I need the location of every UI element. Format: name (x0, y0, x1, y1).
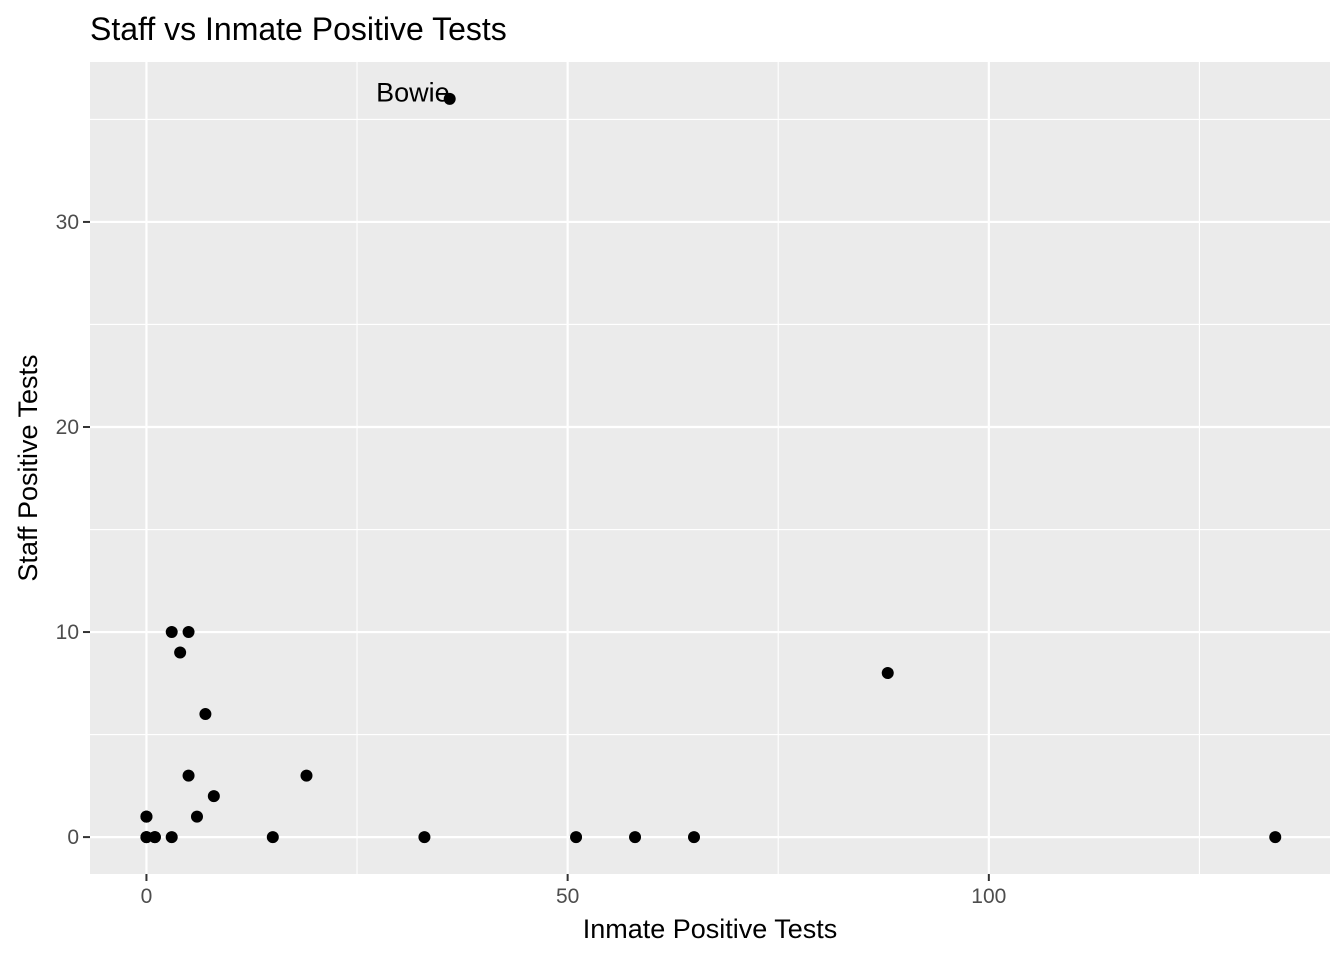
data-point (629, 831, 642, 844)
data-points (140, 92, 1282, 844)
data-point (165, 626, 178, 639)
y-tick-label: 10 (56, 621, 79, 644)
data-point (207, 790, 220, 803)
data-point (199, 708, 212, 721)
data-point (687, 831, 700, 844)
plot-panel (90, 62, 1330, 874)
point-annotation: Bowie (376, 78, 450, 108)
data-point (190, 810, 203, 823)
data-point (570, 831, 583, 844)
y-axis-title: Staff Positive Tests (13, 354, 43, 581)
annotations: Bowie (376, 78, 450, 108)
data-point (148, 831, 161, 844)
data-point (165, 831, 178, 844)
data-point (1269, 831, 1282, 844)
y-tick-label: 30 (56, 211, 79, 234)
data-point (881, 667, 894, 680)
y-tick-label: 0 (67, 826, 79, 849)
axes: 0 50 100 0 10 20 30 (56, 211, 1007, 908)
y-tick-label: 20 (56, 416, 79, 439)
chart-title: Staff vs Inmate Positive Tests (90, 11, 507, 47)
data-point (140, 831, 153, 844)
data-point (418, 831, 431, 844)
data-point (182, 626, 195, 639)
data-point (266, 831, 279, 844)
data-point (140, 810, 153, 823)
x-tick-label: 100 (971, 885, 1006, 908)
x-axis-title: Inmate Positive Tests (583, 914, 838, 944)
grid-lines (90, 62, 1330, 874)
data-point (182, 769, 195, 782)
data-point (174, 646, 187, 659)
x-tick-label: 0 (141, 885, 153, 908)
data-point (443, 92, 456, 105)
x-tick-label: 50 (556, 885, 579, 908)
data-point (300, 769, 313, 782)
